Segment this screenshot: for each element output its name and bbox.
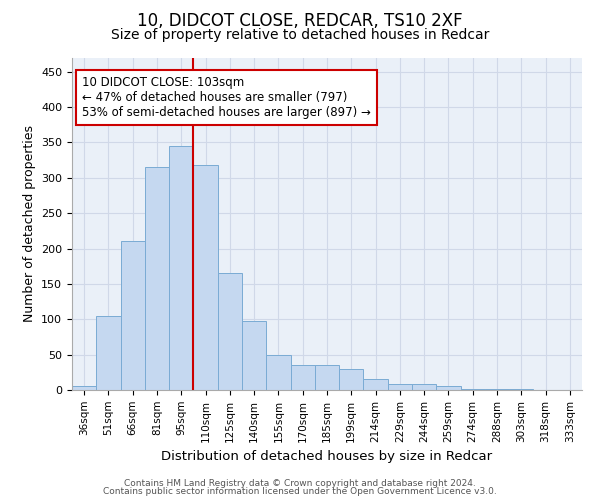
Bar [339,370,364,390]
Bar [242,322,266,390]
Bar [96,316,121,390]
Text: 10 DIDCOT CLOSE: 103sqm
← 47% of detached houses are smaller (797)
53% of semi-d: 10 DIDCOT CLOSE: 103sqm ← 47% of detache… [82,76,371,119]
Bar [266,354,290,390]
Bar [145,167,169,390]
Bar [193,165,218,390]
Text: Contains HM Land Registry data © Crown copyright and database right 2024.: Contains HM Land Registry data © Crown c… [124,478,476,488]
Bar [461,388,485,390]
Bar [315,365,339,390]
Bar [290,365,315,390]
Y-axis label: Number of detached properties: Number of detached properties [23,125,35,322]
Bar [388,384,412,390]
Bar [436,386,461,390]
X-axis label: Distribution of detached houses by size in Redcar: Distribution of detached houses by size … [161,450,493,463]
Bar [169,146,193,390]
Text: Contains public sector information licensed under the Open Government Licence v3: Contains public sector information licen… [103,487,497,496]
Text: 10, DIDCOT CLOSE, REDCAR, TS10 2XF: 10, DIDCOT CLOSE, REDCAR, TS10 2XF [137,12,463,30]
Bar [121,242,145,390]
Bar [218,274,242,390]
Text: Size of property relative to detached houses in Redcar: Size of property relative to detached ho… [111,28,489,42]
Bar [72,386,96,390]
Bar [364,378,388,390]
Bar [412,384,436,390]
